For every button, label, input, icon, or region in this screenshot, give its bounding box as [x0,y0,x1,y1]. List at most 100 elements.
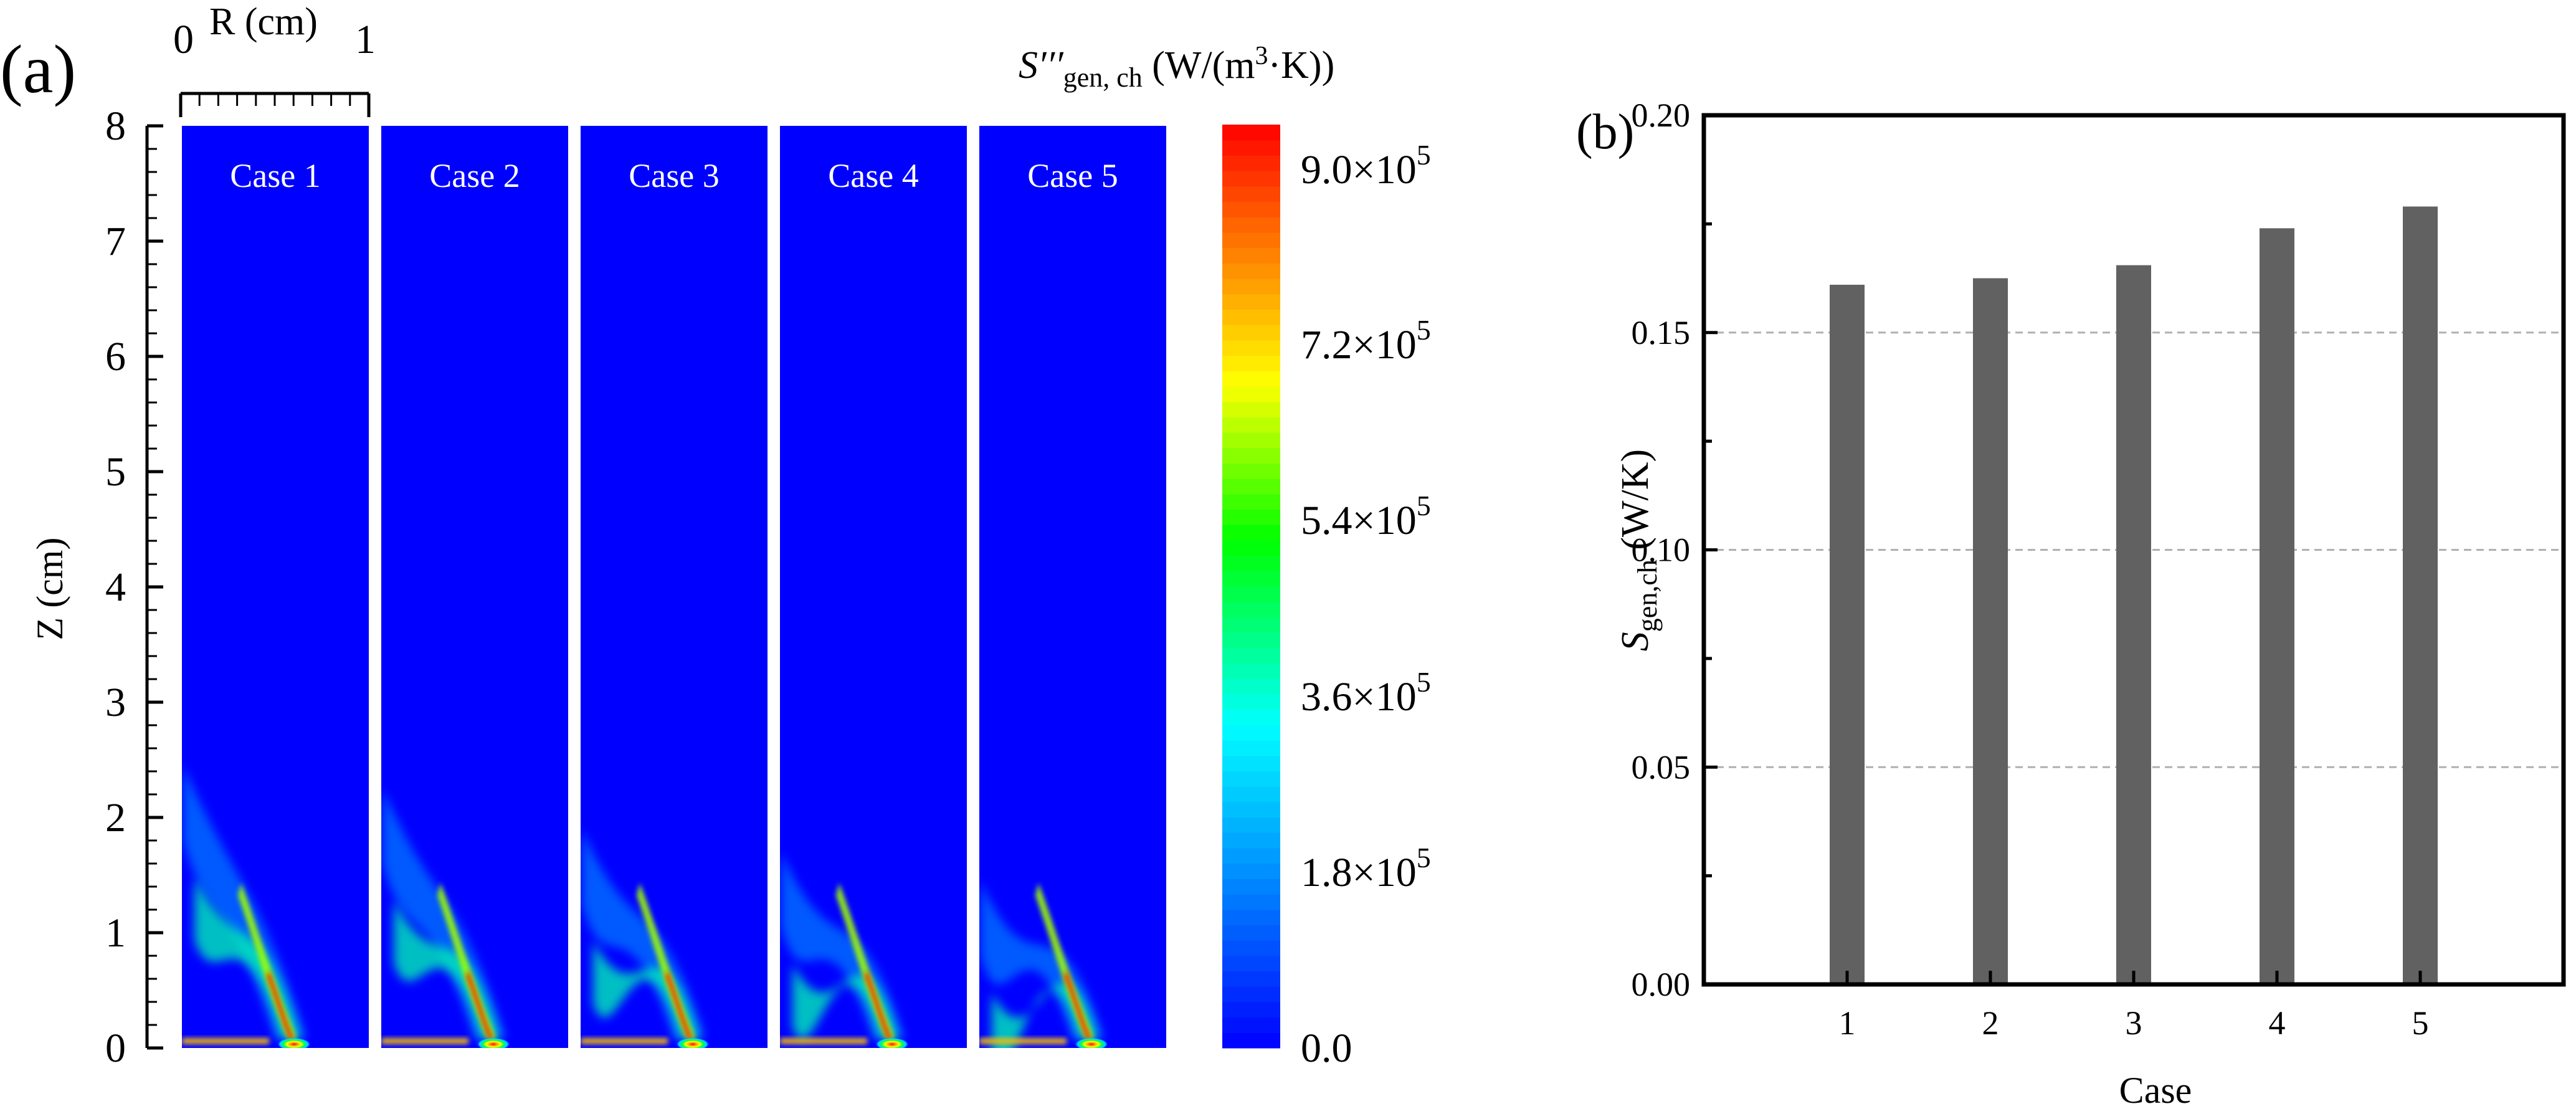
plume-hot [466,970,493,1039]
wall-streak [381,1038,468,1044]
colorbar-band [1222,125,1280,141]
colorbar-band [1222,771,1280,787]
colorbar-band [1222,232,1280,249]
colorbar-band [1222,894,1280,910]
colorbar-band [1222,801,1280,818]
x-axis-tick-label: 4 [2269,1004,2286,1042]
colorbar-band [1222,925,1280,941]
z-axis-tick-label: 4 [105,564,126,610]
colorbar-band [1222,955,1280,972]
r-axis-start-label: 0 [173,17,194,62]
wall-streak [182,1038,269,1044]
colorbar-band [1222,447,1280,464]
colorbar-band [1222,463,1280,479]
x-axis-tick-label: 3 [2126,1004,2142,1042]
colorbar-band [1222,632,1280,649]
flame-contour [979,880,1108,1048]
colorbar-band [1222,601,1280,617]
bar-case-4 [2260,228,2294,985]
wall-streak [780,1038,867,1044]
z-axis-tick-label: 3 [105,680,126,725]
colorbar-band [1222,832,1280,849]
colorbar-band [1222,386,1280,402]
colorbar-band [1222,171,1280,187]
colorbar-band [1222,740,1280,756]
bar-case-2 [1973,278,2008,984]
colorbar-band [1222,217,1280,233]
colorbar-band [1222,1001,1280,1018]
plume-core [238,883,297,1039]
colorbar-band [1222,663,1280,679]
y-axis-tick-label: 0.00 [1632,966,1691,1003]
colorbar-band [1222,679,1280,695]
plume-hot [665,970,693,1039]
colorbar-band [1222,909,1280,925]
colorbar-band [1222,293,1280,310]
z-axis-tick-label: 1 [105,910,126,956]
panel-b: (b) 0.00 0.05 0.10 0.15 0.20 1 2 3 4 5 Case Sgen,… [1576,97,2566,1111]
case-label: Case 5 [1027,157,1118,194]
wall-hotspot [477,1038,510,1048]
contour-panels: Case 1 Case 2 Case 3 Case 4 Case 5 [182,126,1166,1048]
x-axis-tick-label: 5 [2412,1004,2429,1042]
z-axis-title: Z (cm) [29,538,70,640]
wall-hotspot [876,1038,908,1048]
flame-contour [581,829,709,1048]
plume-core [637,883,696,1039]
y-axis-tick-label: 0.10 [1632,531,1691,569]
colorbar-band [1222,1032,1280,1049]
colorbar-band [1222,309,1280,325]
z-axis-tick-label: 2 [105,795,126,840]
colorbar-band [1222,693,1280,710]
colorbar-band [1222,371,1280,387]
colorbar-band [1222,417,1280,433]
contour-field [979,126,1166,1048]
bar-case-3 [2116,265,2151,985]
colorbar-band [1222,1017,1280,1033]
case-label: Case 3 [629,157,719,194]
colorbar-title: S′′′gen, ch (W/(m3·K)) [1019,42,1334,93]
wall-hotspot [677,1038,709,1048]
colorbar-band [1222,201,1280,217]
contour-field [780,126,967,1048]
contour-panel-case-4: Case 4 [780,126,967,1048]
colorbar-tick-label: 1.8×105 [1301,842,1431,895]
x-axis-tick-label: 2 [1982,1004,1999,1042]
z-axis-tick-label: 0 [105,1026,126,1071]
z-axis-ticks: 0 1 2 3 4 5 6 7 8 [105,103,163,1071]
colorbar-band [1222,555,1280,571]
z-axis-tick-label: 8 [105,103,126,149]
colorbar-band [1222,725,1280,741]
colorbar-band [1222,401,1280,417]
z-axis-tick-label: 7 [105,219,126,264]
x-axis-tick-label: 1 [1839,1004,1856,1042]
flame-contour [182,765,310,1048]
colorbar-band [1222,786,1280,802]
colorbar-band [1222,847,1280,864]
bar-case-5 [2403,206,2438,985]
plume-hot [865,970,892,1039]
colorbar-band [1222,817,1280,833]
colorbar-band [1222,755,1280,771]
flame-contour [381,788,510,1048]
r-scale: 0 R (cm) 1 [173,1,376,117]
colorbar-band [1222,186,1280,202]
y-axis-tick-label: 0.15 [1632,314,1691,351]
colorbar-band [1222,586,1280,602]
colorbar-band [1222,140,1280,156]
colorbar-tick-label: 0.0 [1301,1026,1352,1071]
colorbar-tick-label: 3.6×105 [1301,666,1431,720]
plume-hot [1064,970,1091,1039]
colorbar-band [1222,617,1280,633]
colorbar-band [1222,279,1280,295]
case-label: Case 2 [429,157,520,194]
colorbar-band [1222,355,1280,371]
bar-chart-axes: 0.00 0.05 0.10 0.15 0.20 1 2 3 4 5 [1632,97,2429,1042]
plume-mid [593,941,699,1039]
colorbar-tick-label: 9.0×105 [1301,139,1431,193]
case-label: Case 4 [828,157,918,194]
bar-chart-bars [1830,206,2438,985]
colorbar-band [1222,571,1280,587]
